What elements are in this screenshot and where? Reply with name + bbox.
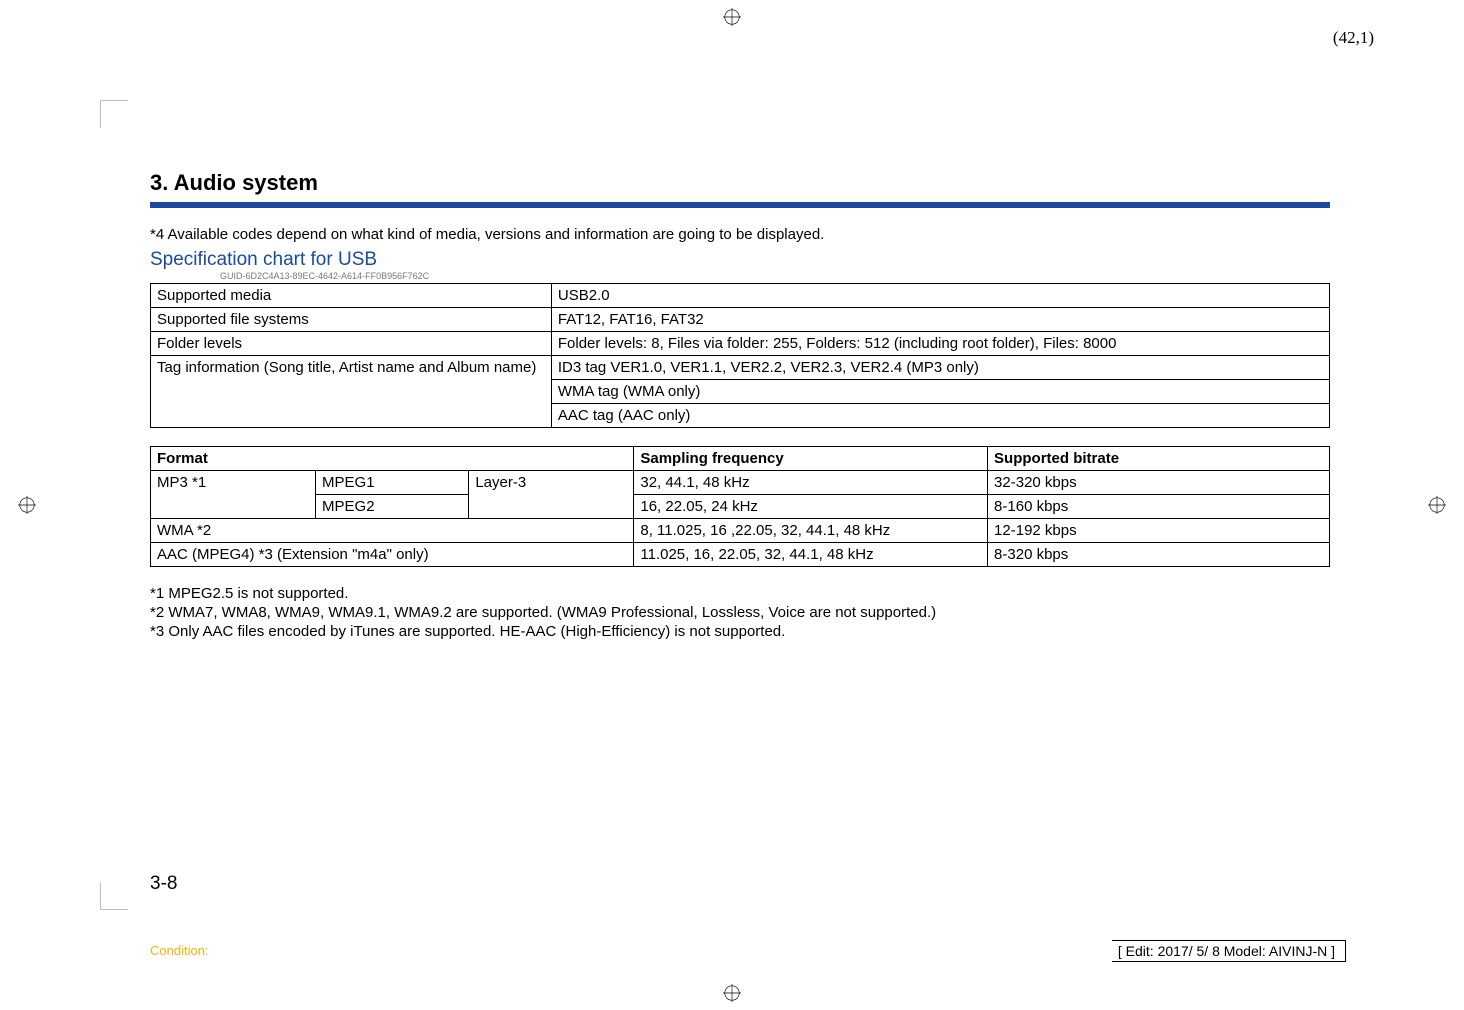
corner-mark: [100, 882, 128, 910]
spec-label: Folder levels: [151, 332, 552, 356]
format-table: Format Sampling frequency Supported bitr…: [150, 446, 1330, 567]
corner-mark: [100, 100, 128, 128]
section-heading: 3. Audio system: [150, 170, 1330, 196]
freq-cell: 11.025, 16, 22.05, 32, 44.1, 48 kHz: [634, 543, 988, 567]
crop-mark-right: [1428, 496, 1446, 514]
spec-label: Supported file systems: [151, 308, 552, 332]
crop-mark-top: [723, 8, 741, 26]
freq-cell: 16, 22.05, 24 kHz: [634, 495, 988, 519]
spec-label: Tag information (Song title, Artist name…: [151, 356, 552, 428]
page-content: 3. Audio system *4 Available codes depen…: [150, 170, 1330, 642]
col-header-format: Format: [151, 447, 634, 471]
spec-chart-title: Specification chart for USB: [150, 249, 1330, 271]
format-cell: Layer-3: [469, 471, 634, 519]
intro-note: *4 Available codes depend on what kind o…: [150, 226, 1330, 243]
spec-value: USB2.0: [551, 284, 1329, 308]
table-row: Supported media USB2.0: [151, 284, 1330, 308]
page-coord-label: (42,1): [1333, 28, 1374, 48]
spec-value: WMA tag (WMA only): [551, 380, 1329, 404]
format-cell: AAC (MPEG4) *3 (Extension "m4a" only): [151, 543, 634, 567]
condition-label: Condition:: [150, 943, 209, 958]
heading-underline: [150, 202, 1330, 208]
edit-info-box: [ Edit: 2017/ 5/ 8 Model: AIVINJ-N ]: [1112, 940, 1346, 962]
table-row: AAC (MPEG4) *3 (Extension "m4a" only) 11…: [151, 543, 1330, 567]
format-cell: MPEG2: [316, 495, 469, 519]
format-cell: MPEG1: [316, 471, 469, 495]
freq-cell: 32, 44.1, 48 kHz: [634, 471, 988, 495]
table-row: Folder levels Folder levels: 8, Files vi…: [151, 332, 1330, 356]
table-row: Supported file systems FAT12, FAT16, FAT…: [151, 308, 1330, 332]
table-row: WMA *2 8, 11.025, 16 ,22.05, 32, 44.1, 4…: [151, 519, 1330, 543]
spec-label: Supported media: [151, 284, 552, 308]
spec-value: Folder levels: 8, Files via folder: 255,…: [551, 332, 1329, 356]
footnote: *1 MPEG2.5 is not supported.: [150, 585, 1330, 602]
rate-cell: 8-320 kbps: [988, 543, 1330, 567]
spec-table: Supported media USB2.0 Supported file sy…: [150, 283, 1330, 428]
table-row: MPEG2 16, 22.05, 24 kHz 8-160 kbps: [151, 495, 1330, 519]
format-cell: WMA *2: [151, 519, 634, 543]
format-cell: MP3 *1: [151, 471, 316, 519]
col-header-sampling: Sampling frequency: [634, 447, 988, 471]
page-number: 3-8: [150, 873, 177, 895]
col-header-bitrate: Supported bitrate: [988, 447, 1330, 471]
table-header-row: Format Sampling frequency Supported bitr…: [151, 447, 1330, 471]
footnote: *2 WMA7, WMA8, WMA9, WMA9.1, WMA9.2 are …: [150, 604, 1330, 621]
footnote: *3 Only AAC files encoded by iTunes are …: [150, 623, 1330, 640]
table-row: Tag information (Song title, Artist name…: [151, 356, 1330, 380]
rate-cell: 8-160 kbps: [988, 495, 1330, 519]
freq-cell: 8, 11.025, 16 ,22.05, 32, 44.1, 48 kHz: [634, 519, 988, 543]
table-row: MP3 *1 MPEG1 Layer-3 32, 44.1, 48 kHz 32…: [151, 471, 1330, 495]
rate-cell: 12-192 kbps: [988, 519, 1330, 543]
guid-text: GUID-6D2C4A13-89EC-4642-A614-FF0B956F762…: [220, 271, 1330, 281]
spec-value: AAC tag (AAC only): [551, 404, 1329, 428]
crop-mark-bottom: [723, 984, 741, 1002]
footnotes: *1 MPEG2.5 is not supported. *2 WMA7, WM…: [150, 585, 1330, 640]
crop-mark-left: [18, 496, 36, 514]
rate-cell: 32-320 kbps: [988, 471, 1330, 495]
spec-value: ID3 tag VER1.0, VER1.1, VER2.2, VER2.3, …: [551, 356, 1329, 380]
spec-value: FAT12, FAT16, FAT32: [551, 308, 1329, 332]
